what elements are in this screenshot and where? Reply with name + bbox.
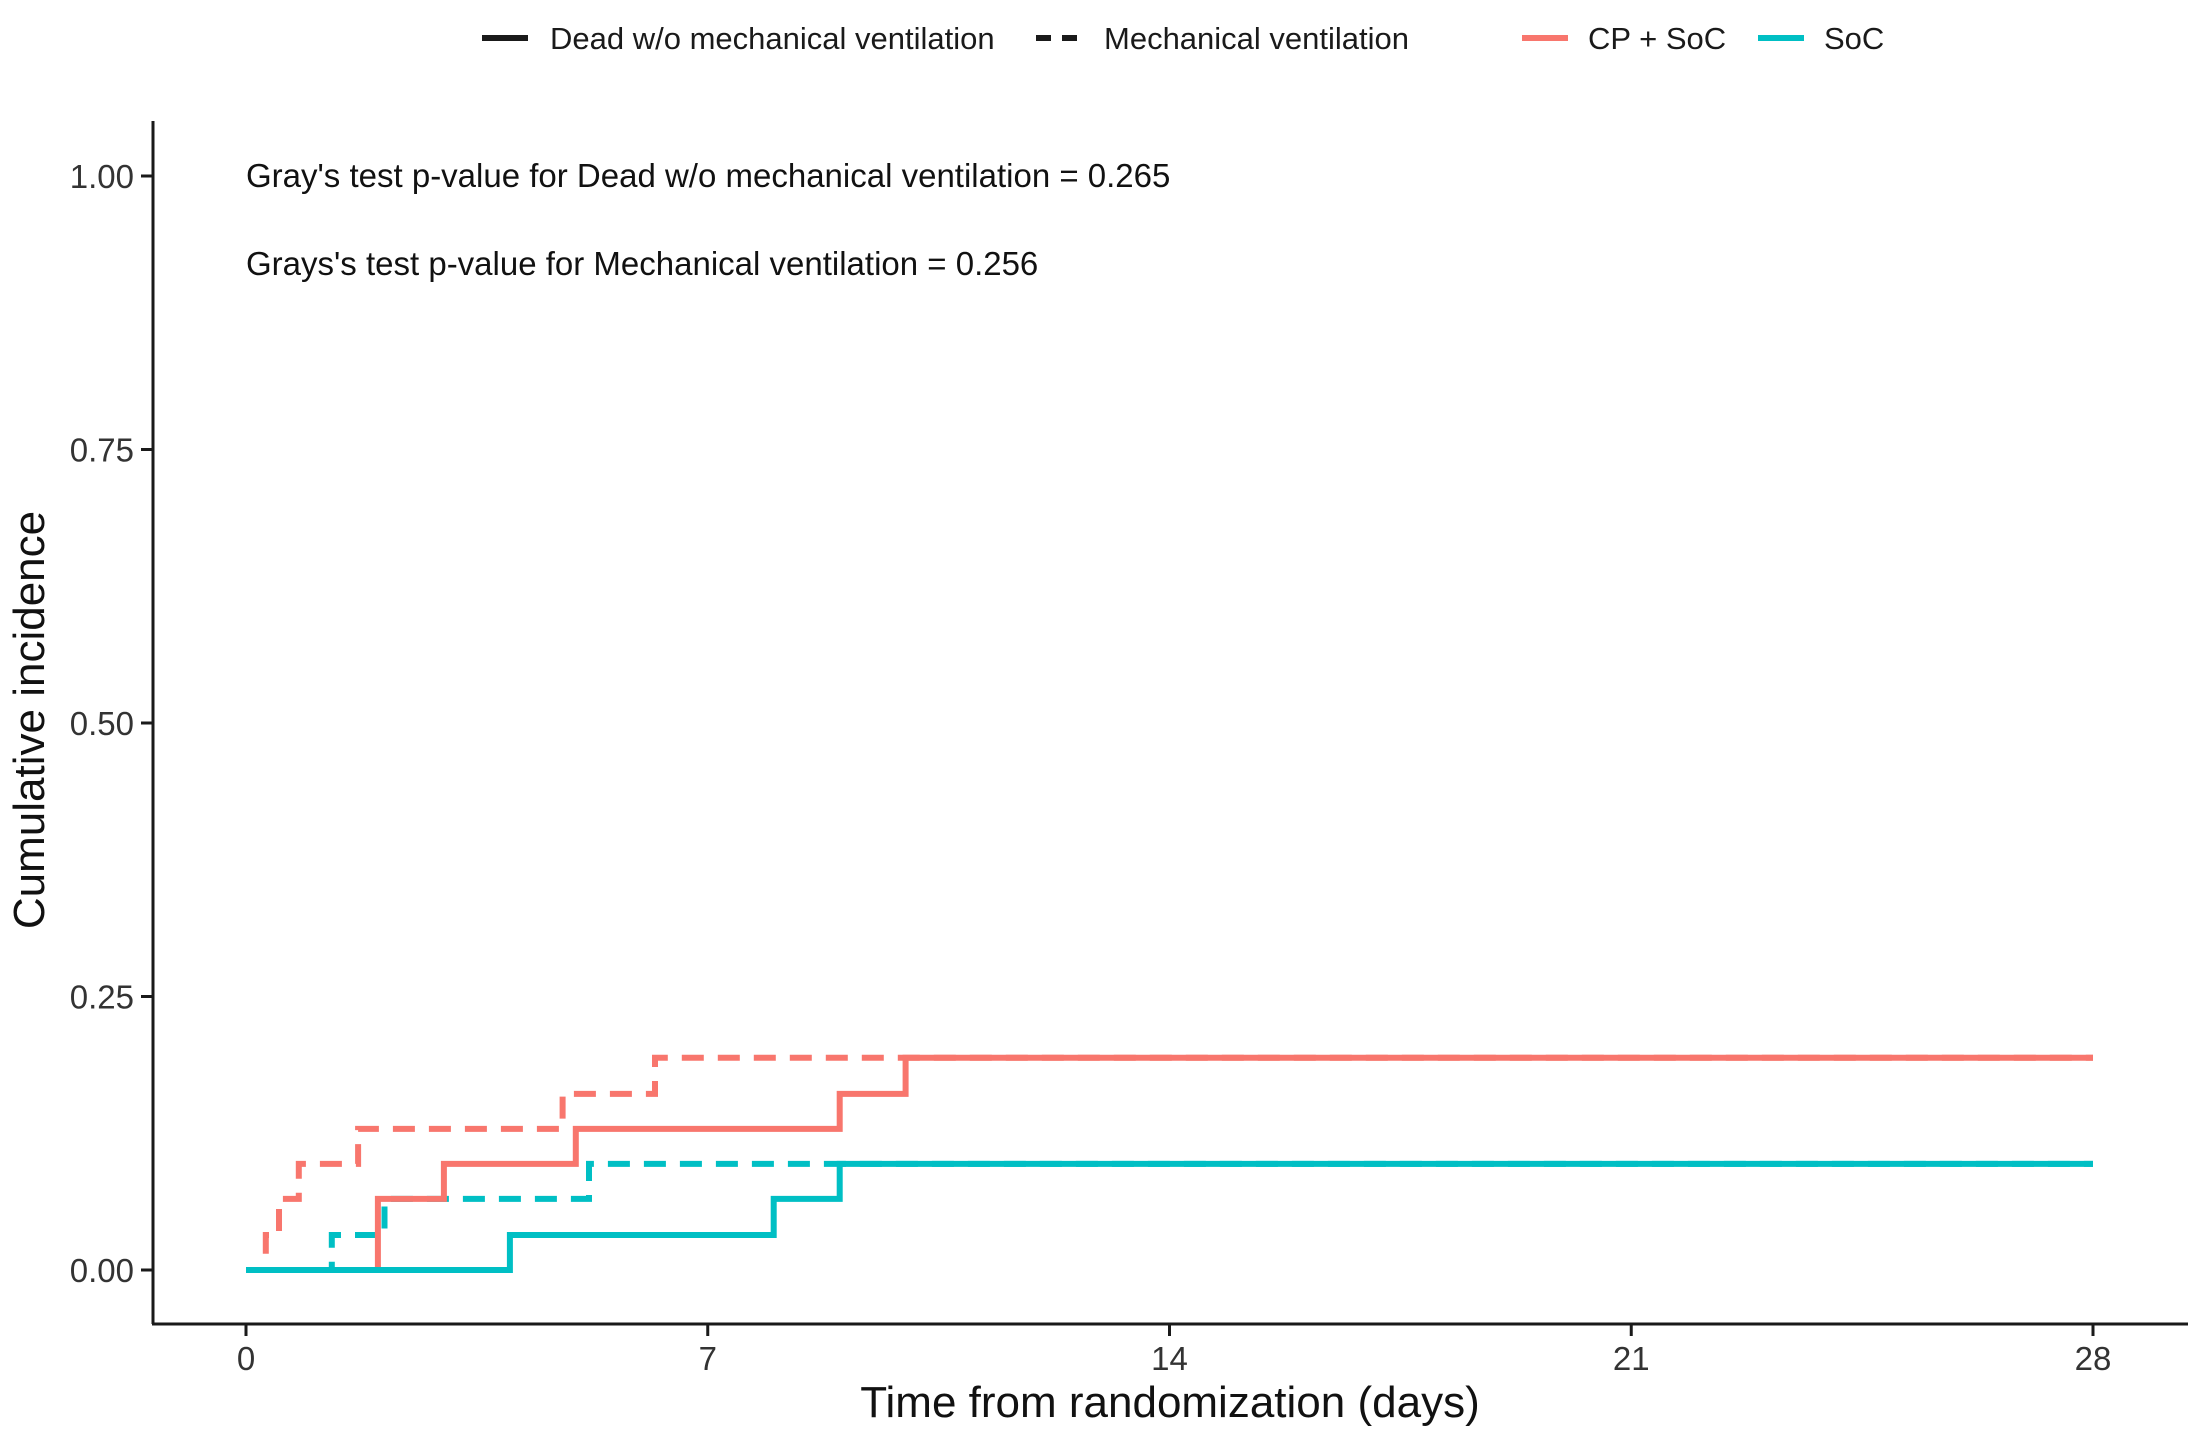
legend-label-dashed: Mechanical ventilation: [1104, 21, 1409, 56]
series-line-cp-soc-dead-w-o-mechanical-ventilation: [246, 1054, 2093, 1273]
y-tick-label: 0.75: [70, 432, 134, 469]
legend-label-solid: Dead w/o mechanical ventilation: [550, 21, 995, 56]
legend: Dead w/o mechanical ventilation Mechanic…: [482, 21, 1884, 56]
x-tick-label: 7: [699, 1340, 717, 1377]
y-axis-title: Cumulative incidence: [5, 511, 54, 929]
x-tick-label: 21: [1613, 1340, 1650, 1377]
legend-label-soc: SoC: [1824, 21, 1884, 56]
legend-label-cp-soc: CP + SoC: [1588, 21, 1726, 56]
annotation-grays-test-dead: Gray's test p-value for Dead w/o mechani…: [246, 157, 1170, 194]
series-line-soc-dead-w-o-mechanical-ventilation: [246, 1160, 2093, 1273]
annotation-grays-test-ventilation: Grays's test p-value for Mechanical vent…: [246, 245, 1038, 282]
series-line-cp-soc-mechanical-ventilation: [246, 1054, 2093, 1273]
y-tick-label: 0.00: [70, 1252, 134, 1289]
y-axis-ticks: 0.00 0.25 0.50 0.75 1.00: [70, 158, 153, 1289]
x-axis-title: Time from randomization (days): [860, 1378, 1479, 1427]
x-axis-ticks: 0 7 14 21 28: [237, 1324, 2112, 1377]
series-layer: [246, 1054, 2093, 1273]
x-tick-label: 28: [2075, 1340, 2112, 1377]
y-tick-label: 1.00: [70, 158, 134, 195]
x-tick-label: 14: [1151, 1340, 1188, 1377]
y-tick-label: 0.25: [70, 979, 134, 1016]
y-tick-label: 0.50: [70, 705, 134, 742]
series-line-soc-mechanical-ventilation: [246, 1160, 2093, 1273]
x-tick-label: 0: [237, 1340, 255, 1377]
